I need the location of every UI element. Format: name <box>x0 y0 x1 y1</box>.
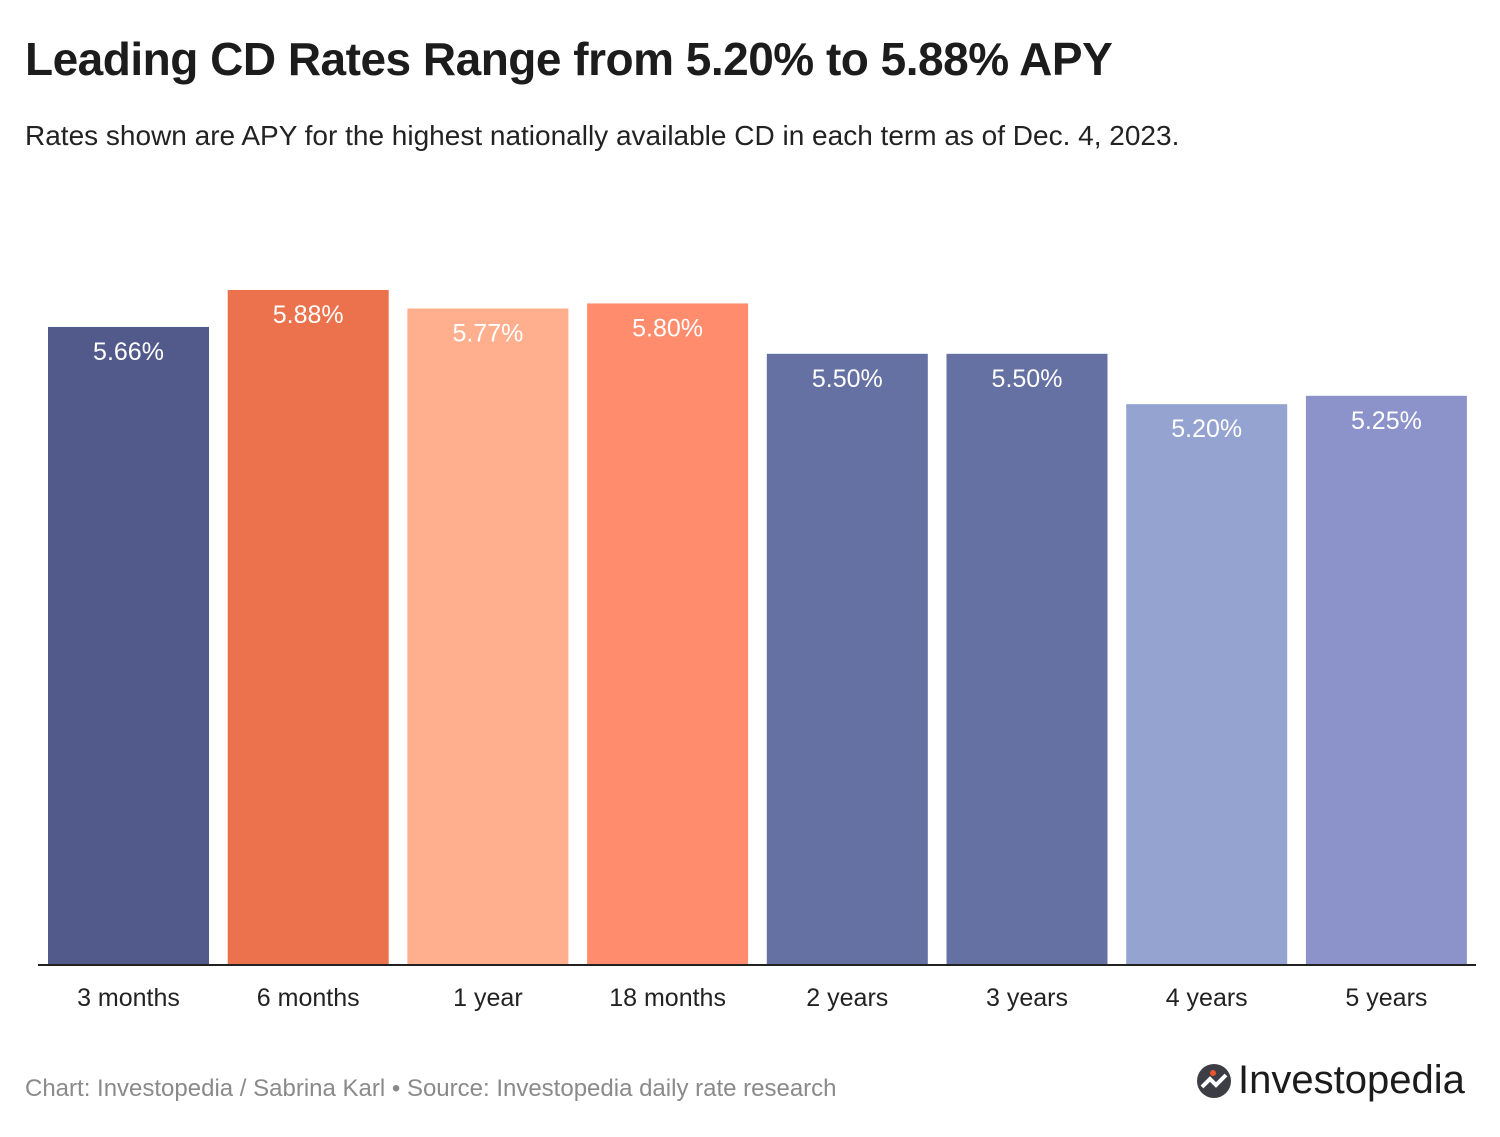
x-tick-label: 4 years <box>1166 984 1248 1012</box>
investopedia-logo: Investopedia <box>1196 1058 1465 1103</box>
bar-18-months <box>587 303 749 965</box>
data-label: 5.88% <box>273 301 344 329</box>
bar-2-years <box>766 353 928 965</box>
bar-1-year <box>407 308 569 965</box>
data-label: 5.66% <box>93 338 164 366</box>
bar-5-years <box>1305 395 1467 965</box>
bar-4-years <box>1126 404 1288 966</box>
bar-chart: 5.66% 3 months 5.88% 6 months 5.77% 1 year 5.8… <box>38 290 1476 1012</box>
data-label: 5.50% <box>812 365 883 393</box>
x-tick-label: 3 years <box>986 984 1068 1012</box>
x-tick-label: 5 years <box>1345 984 1427 1012</box>
data-label: 5.77% <box>452 319 523 347</box>
data-label: 5.25% <box>1351 407 1422 435</box>
chart-subtitle: Rates shown are APY for the highest nati… <box>25 120 1180 151</box>
data-label: 5.50% <box>992 365 1063 393</box>
footer-credit: Chart: Investopedia / Sabrina Karl • Sou… <box>25 1075 837 1102</box>
investopedia-logo-icon <box>1197 1063 1231 1098</box>
x-tick-label: 18 months <box>609 984 726 1012</box>
data-label: 5.20% <box>1171 415 1242 443</box>
data-label: 5.80% <box>632 314 703 342</box>
x-tick-label: 2 years <box>806 984 888 1012</box>
x-tick-label: 1 year <box>453 984 522 1012</box>
logo-text: Investopedia <box>1238 1058 1465 1102</box>
bar-3-months <box>48 326 209 965</box>
x-tick-label: 3 months <box>77 984 180 1012</box>
chart-title: Leading CD Rates Range from 5.20% to 5.8… <box>25 33 1113 85</box>
bar-3-years <box>946 353 1108 965</box>
bar-6-months <box>227 290 389 965</box>
x-tick-label: 6 months <box>257 984 360 1012</box>
